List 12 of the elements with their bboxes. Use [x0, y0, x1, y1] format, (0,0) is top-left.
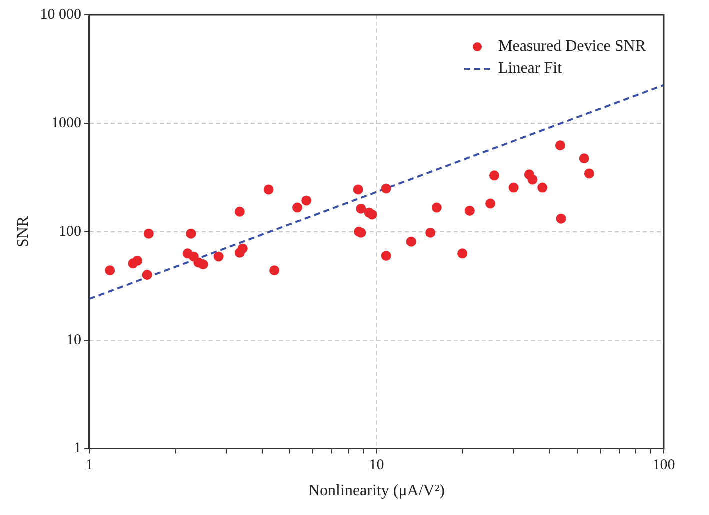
y-tick-label: 10 000: [40, 6, 82, 23]
y-tick-label: 100: [58, 224, 82, 240]
y-tick-label: 1: [74, 440, 82, 457]
x-axis-title: Nonlinearity (μA/V²): [308, 482, 445, 500]
legend-label: Linear Fit: [498, 60, 563, 78]
x-tick-label: 10: [369, 458, 384, 474]
legend-label: Measured Device SNR: [498, 38, 646, 56]
x-tick-label: 1: [86, 458, 94, 474]
x-tick-label: 100: [652, 458, 676, 474]
y-tick-label: 10: [66, 332, 82, 348]
y-axis-title: SNR: [14, 216, 32, 248]
y-tick-label: 1000: [51, 115, 82, 132]
